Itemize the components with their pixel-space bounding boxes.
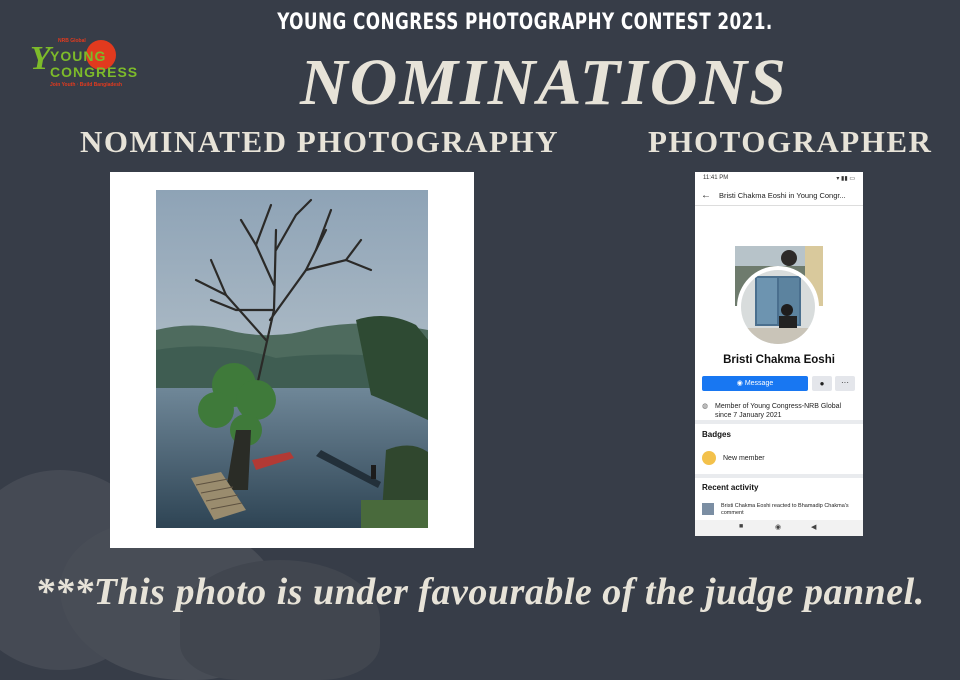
back-arrow-icon[interactable]: ← — [701, 190, 711, 201]
logo-sun-icon — [86, 40, 116, 70]
avatar[interactable] — [741, 270, 815, 344]
photographer-heading: PHOTOGRAPHER — [648, 124, 933, 159]
page-title: NOMINATIONS — [300, 46, 788, 119]
more-button[interactable]: ··· — [835, 376, 855, 391]
person-icon: ● — [819, 379, 825, 388]
badge-label: New member — [723, 455, 765, 462]
new-member-badge-icon — [702, 451, 716, 465]
footer-note: ***This photo is under favourable of the… — [35, 571, 925, 613]
divider — [695, 205, 863, 206]
home-icon[interactable]: ◉ — [775, 524, 782, 531]
badges-heading: Badges — [702, 430, 731, 439]
activity-text[interactable]: Bristi Chakma Eoshi reacted to Bhamadip … — [721, 503, 849, 516]
back-icon[interactable]: ◀ — [811, 524, 817, 531]
profile-button[interactable]: ● — [812, 376, 832, 391]
section-separator — [695, 474, 863, 478]
activity-thumbnail — [702, 503, 714, 515]
nominated-photography-heading: NOMINATED PHOTOGRAPHY — [80, 124, 560, 159]
profile-name: Bristi Chakma Eoshi — [723, 354, 835, 366]
membership-info: Member of Young Congress-NRB Global sinc… — [715, 403, 842, 419]
status-icons: ▾ ▮▮ ▭ — [836, 176, 855, 182]
recent-activity-heading: Recent activity — [702, 483, 759, 492]
messenger-icon: ◉ — [736, 380, 743, 387]
group-members-icon: ◍ — [702, 403, 709, 410]
page-header-title: Bristi Chakma Eoshi in Young Congr... — [719, 191, 846, 200]
more-icon: ··· — [841, 378, 849, 387]
young-congress-logo: Y NRB Global YOUNG CONGRESS Join Youth ·… — [30, 38, 139, 88]
android-nav-bar: ■ ◉ ◀ — [695, 520, 863, 536]
nominated-photo — [156, 190, 428, 528]
recents-icon[interactable]: ■ — [739, 523, 744, 530]
nominated-photo-frame — [110, 172, 474, 548]
facebook-profile-screenshot: 11:41 PM ▾ ▮▮ ▭ ← Bristi Chakma Eoshi in… — [695, 172, 863, 536]
status-time: 11:41 PM — [703, 175, 729, 181]
contest-title: YOUNG CONGRESS PHOTOGRAPHY CONTEST 2021. — [277, 10, 773, 35]
message-button[interactable]: ◉ Message — [702, 376, 808, 391]
section-separator — [695, 420, 863, 424]
